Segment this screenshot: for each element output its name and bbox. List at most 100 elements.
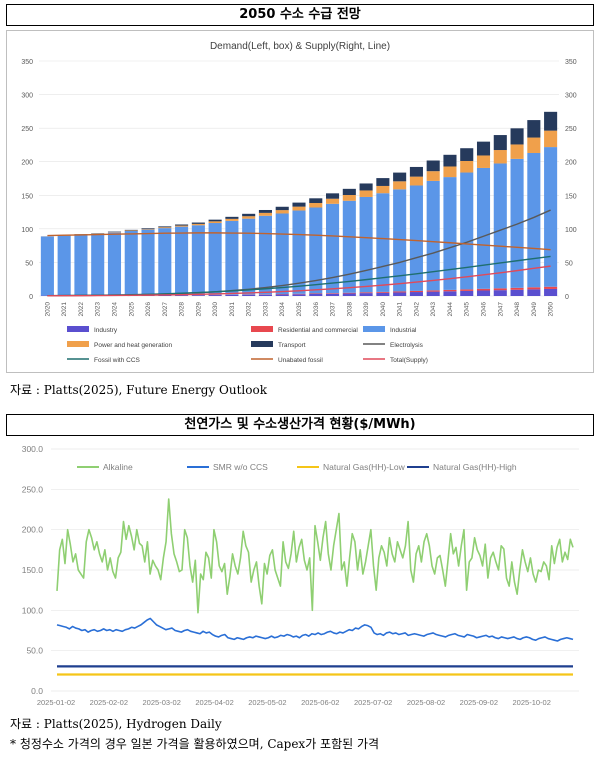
chart1-bar [208,223,222,295]
chart2-ytick: 250.0 [22,484,44,494]
chart1-bar [242,216,256,219]
chart1-bar [510,158,524,288]
chart1-bar [510,289,524,296]
chart1-xtick: 2034 [279,302,286,317]
chart1-bar [393,172,407,182]
chart1-bar [342,292,356,294]
chart2-ytick: 0.0 [31,686,43,696]
chart1-bar [175,224,189,226]
demand-supply-chart: Demand(Left, box) & Supply(Right, Line) 0… [21,41,577,364]
chart1-bar [326,198,340,204]
chart1-xtick: 2029 [195,302,202,317]
chart1-xtick: 2037 [330,302,337,317]
chart1-xtick: 2050 [548,302,555,317]
chart1-xtick: 2023 [95,302,102,317]
chart2-xtick: 2025-01-02 [37,698,75,707]
chart1-bar [527,289,541,296]
chart1-bar [409,290,423,293]
chart1-ytick-left: 50 [25,260,33,267]
chart1-bar [309,293,323,294]
chart2-ytick: 150.0 [22,565,44,575]
chart1-bar [510,128,524,145]
chart1-bar [225,216,239,219]
chart1-xtick: 2041 [397,302,404,317]
chart1-bar [124,229,138,231]
chart1-bar [342,200,356,293]
chart1-legend-swatch [363,326,385,332]
chart2-xtick: 2025-05-02 [248,698,286,707]
chart2-xtick: 2025-10-02 [513,698,551,707]
chart1-bar [326,293,340,296]
chart1-ytick-right: 300 [565,93,577,100]
chart1-bar [141,228,155,230]
chart1-bar [476,167,491,289]
chart1-series-line [47,232,551,251]
chart1-xtick: 2042 [413,302,420,317]
chart1-bar [393,292,407,296]
chart1-bar [292,294,306,296]
section2-title-banner: 천연가스 및 수소생산가격 현황($/MWh) [6,414,594,436]
chart1-bar [493,288,507,291]
chart1-xtick: 2044 [447,302,454,317]
chart1-bar [544,288,558,296]
chart1-bar [359,196,373,293]
chart1-ytick-left: 300 [21,93,33,100]
chart1-bar [258,215,272,295]
chart1-bar [225,220,239,295]
chart1-ytick-right: 350 [565,59,577,66]
chart1-bar [409,176,423,186]
chart1-bar [510,144,524,159]
chart1-xtick: 2022 [78,302,85,317]
chart2-legend-label: Natural Gas(HH)-High [433,462,517,472]
chart1-legend-label: Industry [94,327,118,334]
chart1-bar [124,230,138,296]
chart1-bar [426,171,440,181]
price-chart: 0.0 50.0 100.0 150.0 200.0 250.0 300.0 2025-01-… [22,444,579,707]
chart1-bar [292,210,306,294]
chart1-xtick: 2045 [464,302,471,317]
chart1-xtick: 2024 [111,302,118,317]
chart1-bar [359,293,373,296]
chart1-bar [124,230,138,231]
chart1-legend-label: Industrial [390,327,417,334]
chart1-bar [443,291,457,296]
chart1-xtick: 2020 [44,302,51,317]
chart1-bar [376,185,390,194]
chart1-legend-swatch [251,326,273,332]
chart1-bar [409,185,423,291]
chart1-bar [309,203,323,208]
chart1-bar [476,288,491,291]
chart1-bar [426,290,440,292]
chart1-xtick: 2025 [128,302,135,317]
chart1-bar [544,147,558,287]
chart1-bar [225,294,239,296]
chart1-bar [309,293,323,296]
chart1-bar [476,290,491,296]
chart1-bar [493,290,507,296]
chart1-bar [359,190,373,197]
chart1-xtick: 2030 [212,302,219,317]
chart1-bar [544,130,558,148]
chart1-bar [91,233,105,296]
chart2-series-line [56,617,574,642]
chart1-bar [191,225,205,296]
chart1-bar [57,235,71,296]
chart1-bar [242,294,256,296]
chart1-legend-label: Power and heat generation [94,342,172,349]
chart1-bar [342,188,356,196]
chart2-xtick: 2025-08-02 [407,698,445,707]
chart1-bar [393,291,407,293]
chart1-ytick-right: 0 [565,294,569,301]
chart1-ytick-left: 150 [21,193,33,200]
chart1-legend-label: Total(Supply) [390,357,428,364]
chart1-ytick-right: 50 [565,260,573,267]
chart1-bar [510,287,524,290]
chart1-bar [493,150,507,164]
chart1-xtick: 2027 [162,302,169,317]
chart1-bar [376,291,390,293]
chart1-bar [409,292,423,296]
chart1-xtick: 2046 [481,302,488,317]
chart1-ytick-right: 100 [565,227,577,234]
chart1-ytick-left: 250 [21,126,33,133]
chart1-bar [426,160,440,172]
